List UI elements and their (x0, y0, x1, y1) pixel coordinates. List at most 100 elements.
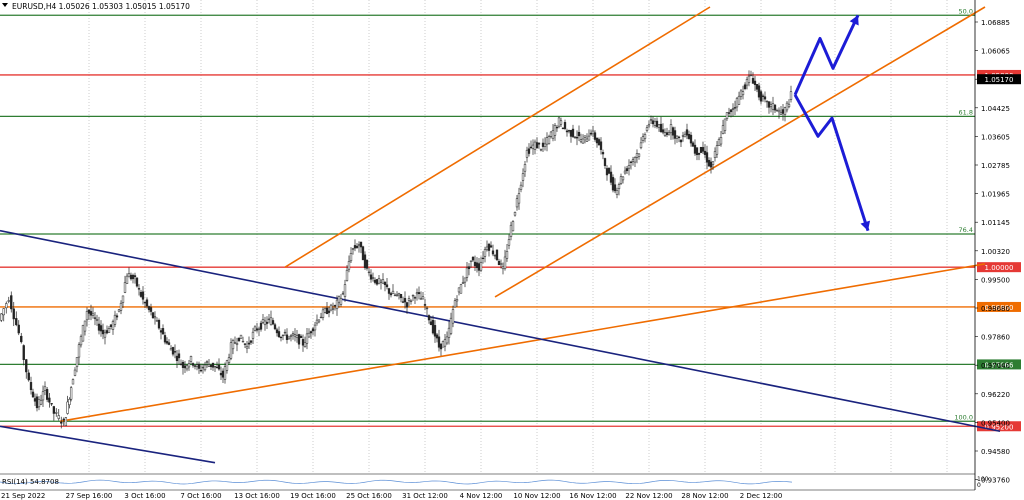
candle-body (69, 387, 73, 400)
time-label: 31 Oct 12:00 (402, 492, 448, 500)
candle-body (115, 315, 119, 318)
candle-body (567, 130, 571, 132)
candle-body (123, 282, 127, 293)
candle-body (317, 319, 321, 323)
candle-body (441, 341, 445, 348)
rsi-scale-bottom: 0 (977, 482, 981, 489)
candle-body (381, 279, 385, 284)
candle-body (229, 342, 233, 359)
candle-body (62, 418, 65, 421)
price-label: 1.01145 (981, 219, 1010, 227)
candle-body (447, 327, 451, 338)
candle-body (307, 332, 311, 338)
candle-body (201, 366, 205, 369)
trendline (0, 425, 216, 464)
candle-body (587, 135, 591, 141)
dropdown-triangle-icon[interactable] (2, 3, 8, 7)
candle-body (569, 130, 573, 137)
candle-body (417, 292, 421, 295)
candle-body (17, 324, 20, 334)
candle-body (293, 334, 297, 337)
candle-body (595, 137, 599, 144)
candle-body (227, 357, 231, 363)
candle-body (503, 256, 507, 270)
candle-body (583, 135, 587, 138)
time-label: 27 Sep 16:00 (66, 492, 113, 500)
candle-body (391, 290, 395, 294)
candle-body (689, 134, 693, 144)
candle-body (171, 347, 175, 355)
time-label: 28 Nov 12:00 (681, 492, 728, 500)
candle-body (41, 391, 45, 401)
candle-body (489, 245, 493, 248)
candle-body (617, 184, 621, 190)
candle-body (403, 298, 407, 303)
candle-body (483, 249, 487, 257)
candle-body (357, 244, 361, 246)
candle-body (681, 135, 685, 137)
candle-body (52, 406, 56, 414)
candle-body (563, 122, 567, 129)
price-label: 1.03605 (981, 133, 1010, 141)
trendline (284, 6, 711, 268)
candle-body (153, 316, 157, 319)
candle-body (335, 299, 339, 310)
candle-body (339, 298, 343, 305)
candle-body (511, 221, 515, 232)
candle-body (575, 136, 579, 139)
candle-body (199, 369, 203, 372)
candle-body (419, 298, 423, 300)
candle-body (119, 302, 123, 311)
candle-body (64, 417, 68, 426)
candle-body (433, 325, 437, 337)
candle-body (421, 296, 425, 300)
candle-body (125, 275, 129, 284)
candle-body (409, 300, 413, 302)
candle-body (449, 317, 453, 334)
candle-body (225, 360, 229, 371)
candle-body (147, 306, 151, 310)
time-label: 13 Oct 16:00 (234, 492, 280, 500)
candle-body (39, 400, 43, 405)
candle-body (721, 125, 725, 134)
candle-body (321, 309, 325, 318)
candle-body (781, 109, 785, 114)
candle-body (541, 142, 545, 147)
candle-body (345, 269, 349, 281)
candle-body (555, 126, 559, 129)
candle-body (525, 149, 529, 158)
price-label: 1.02785 (981, 162, 1010, 170)
candle-body (319, 316, 323, 319)
candle-body (527, 148, 531, 154)
candle-body (631, 159, 635, 162)
time-label: 2 Dec 12:00 (740, 492, 783, 500)
candle-body (733, 107, 737, 109)
candle-body (173, 351, 177, 353)
candle-body (719, 137, 723, 145)
candle-body (553, 124, 557, 136)
candle-body (68, 399, 71, 406)
candle-body (215, 366, 219, 369)
candle-body (435, 334, 439, 339)
candle-body (165, 341, 169, 344)
candle-body (77, 344, 81, 358)
candle-body (205, 361, 209, 363)
candle-body (12, 308, 15, 320)
candle-body (601, 152, 605, 155)
candle-body (759, 91, 763, 102)
candle-body (241, 340, 245, 343)
candle-body (529, 146, 533, 149)
candle-body (713, 151, 717, 158)
candle-body (5, 303, 8, 309)
candle-body (323, 308, 327, 313)
candle-body (471, 256, 475, 261)
candle-body (487, 243, 491, 251)
candle-body (703, 150, 707, 155)
candle-body (257, 328, 261, 330)
candle-body (113, 314, 117, 325)
price-label: 0.95400 (981, 419, 1010, 427)
price-label: 0.99500 (981, 276, 1010, 284)
candle-body (10, 295, 13, 310)
candle-body (389, 293, 393, 296)
